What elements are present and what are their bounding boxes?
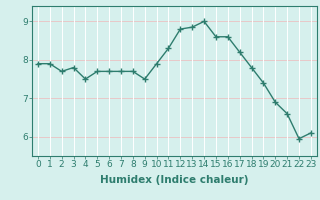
X-axis label: Humidex (Indice chaleur): Humidex (Indice chaleur) [100, 175, 249, 185]
